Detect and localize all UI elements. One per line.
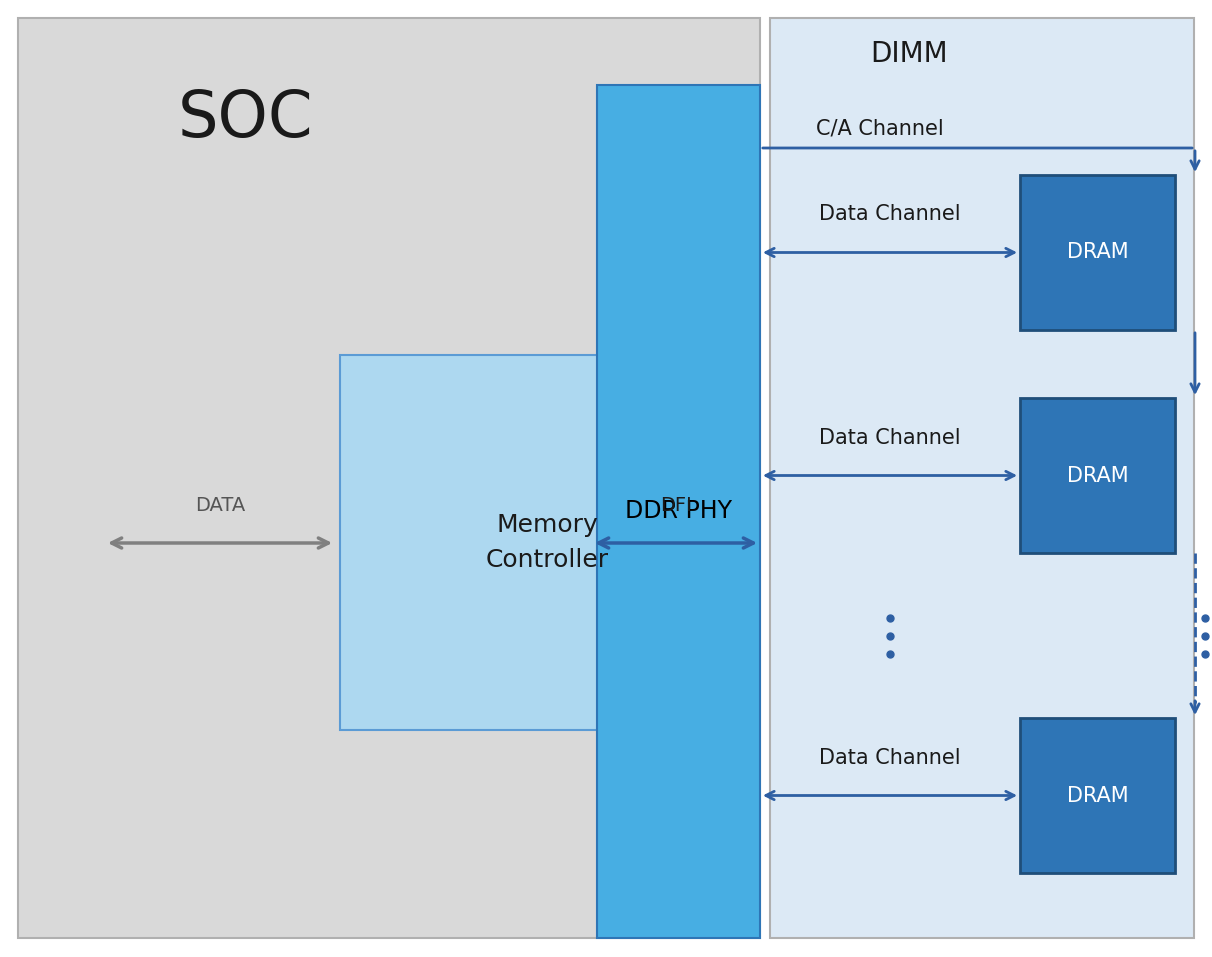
Text: Data Channel: Data Channel — [819, 747, 961, 768]
FancyBboxPatch shape — [598, 85, 760, 938]
FancyBboxPatch shape — [1021, 175, 1174, 330]
Text: DATA: DATA — [195, 496, 245, 515]
Text: Memory
Controller: Memory Controller — [486, 513, 610, 572]
Text: DRAM: DRAM — [1067, 786, 1128, 806]
Bar — [18, 18, 760, 938]
Text: SOC: SOC — [178, 88, 314, 150]
Text: DDR PHY: DDR PHY — [625, 500, 732, 523]
FancyBboxPatch shape — [1021, 398, 1174, 553]
Text: Data Channel: Data Channel — [819, 428, 961, 448]
Text: DRAM: DRAM — [1067, 465, 1128, 485]
Text: DFI: DFI — [661, 496, 692, 515]
FancyBboxPatch shape — [341, 355, 755, 730]
Bar — [770, 18, 1194, 938]
Text: DRAM: DRAM — [1067, 242, 1128, 262]
FancyBboxPatch shape — [1021, 718, 1174, 873]
Text: Data Channel: Data Channel — [819, 205, 961, 225]
Text: C/A Channel: C/A Channel — [816, 118, 944, 138]
Text: DIMM: DIMM — [870, 40, 948, 68]
